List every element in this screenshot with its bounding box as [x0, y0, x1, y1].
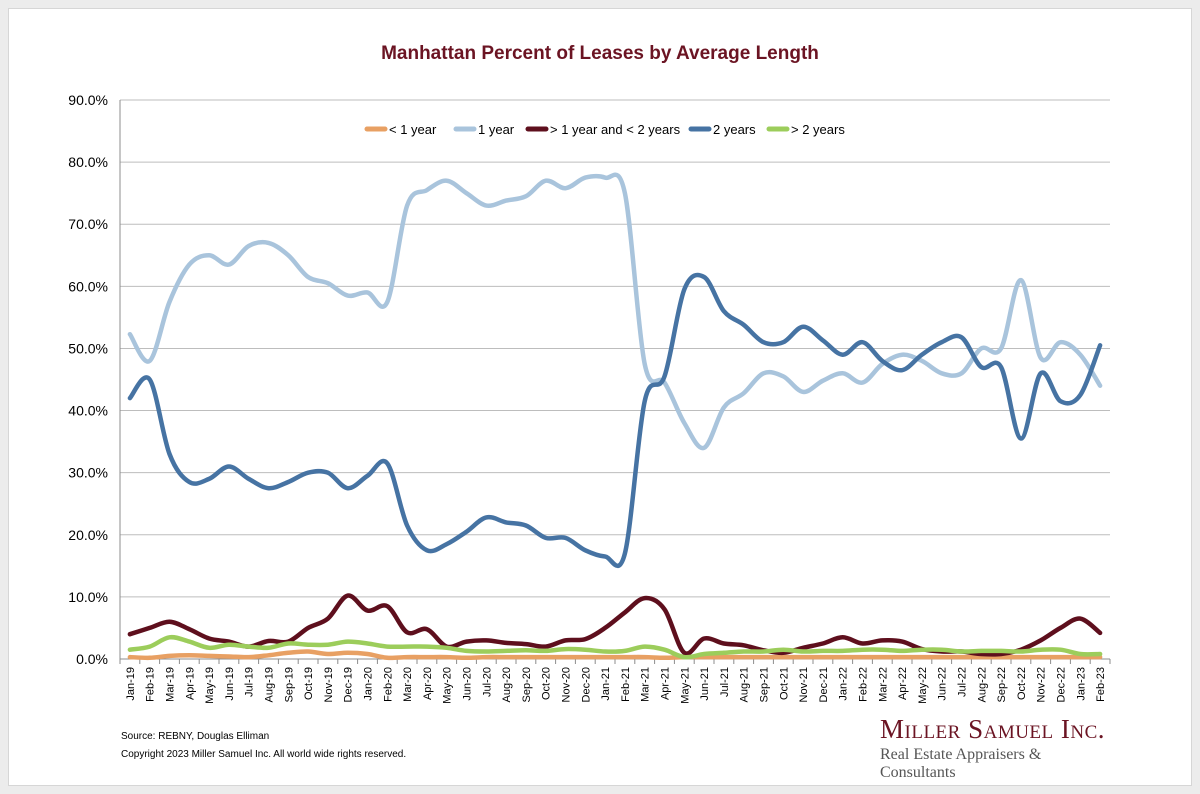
grid-lines [119, 99, 1110, 660]
y-tick-label: 70.0% [68, 216, 108, 232]
x-tick-label: Oct-20 [541, 667, 553, 700]
x-tick-label: Feb-21 [620, 667, 632, 702]
x-tick-label: Sep-21 [759, 667, 771, 702]
copyright-note: Copyright 2023 Miller Samuel Inc. All wo… [121, 749, 407, 760]
y-tick-label: 20.0% [68, 527, 108, 543]
x-tick-label: Nov-20 [561, 667, 573, 702]
x-axis-ticks: Jan-19 Feb-19 Mar-19 Apr-19 May-19 Jun-19 Jul-… [119, 659, 1111, 704]
x-tick-label: Sep-20 [521, 667, 533, 702]
series-line-3 [127, 272, 1103, 569]
x-tick-label: Dec-22 [1056, 667, 1068, 702]
x-tick-label: Mar-20 [402, 667, 414, 702]
x-tick-label: Sep-19 [283, 667, 295, 702]
x-tick-label: Aug-19 [264, 667, 276, 702]
x-tick-label: Aug-21 [739, 667, 751, 702]
x-tick-label: Apr-19 [184, 667, 196, 700]
x-tick-label: Feb-19 [145, 667, 157, 702]
x-tick-label: Jul-21 [719, 667, 731, 697]
legend-label: 1 year [478, 122, 515, 137]
x-tick-label: Mar-22 [877, 667, 889, 702]
company-logo: Miller Samuel Inc. Real Estate Appraiser… [880, 714, 1120, 782]
chart-title: Manhattan Percent of Leases by Average L… [381, 43, 819, 64]
x-tick-label: May-22 [917, 667, 929, 704]
x-tick-label: Jan-21 [600, 667, 612, 701]
y-tick-label: 0.0% [76, 651, 108, 667]
x-tick-label: Mar-21 [640, 667, 652, 702]
legend-label: > 2 years [791, 122, 845, 137]
logo-name: Miller Samuel Inc. [880, 714, 1106, 744]
x-tick-label: Jul-19 [244, 667, 256, 697]
x-tick-label: Jun-20 [462, 667, 474, 701]
legend: < 1 year 1 year > 1 year and < 2 years 2 ye… [364, 122, 845, 137]
x-tick-label: Jan-22 [838, 667, 850, 701]
x-tick-label: Oct-22 [1016, 667, 1028, 700]
x-tick-label: May-20 [442, 667, 454, 704]
x-tick-label: Sep-22 [996, 667, 1008, 702]
y-tick-label: 30.0% [68, 465, 108, 481]
x-tick-label: Jan-20 [363, 667, 375, 701]
y-tick-label: 60.0% [68, 278, 108, 294]
x-tick-label: Jun-22 [937, 667, 949, 701]
legend-label: 2 years [713, 122, 756, 137]
logo-tagline: Real Estate Appraisers & Consultants [880, 746, 1042, 781]
x-tick-label: May-19 [204, 667, 216, 704]
x-tick-label: Nov-21 [798, 667, 810, 702]
y-tick-label: 90.0% [68, 92, 108, 108]
y-tick-label: 50.0% [68, 340, 108, 356]
series-line-0 [127, 649, 1103, 661]
y-tick-label: 10.0% [68, 589, 108, 605]
x-tick-label: Dec-19 [343, 667, 355, 702]
x-tick-label: Jul-20 [481, 667, 493, 697]
y-axis-ticks: 0.0% 10.0% 20.0% 30.0% 40.0% 50.0% 60.0% 70.0% 8… [68, 92, 108, 667]
x-tick-label: Feb-23 [1095, 667, 1107, 702]
x-tick-label: Jul-22 [957, 667, 969, 697]
x-tick-label: Apr-22 [897, 667, 909, 700]
x-tick-label: Aug-20 [501, 667, 513, 702]
x-tick-label: May-21 [679, 667, 691, 704]
x-tick-label: Mar-19 [165, 667, 177, 702]
x-tick-label: Jun-19 [224, 667, 236, 701]
x-tick-label: Nov-19 [323, 667, 335, 702]
legend-label: < 1 year [389, 122, 437, 137]
series-lines [127, 172, 1103, 661]
x-tick-label: Dec-21 [818, 667, 830, 702]
y-tick-label: 40.0% [68, 403, 108, 419]
series-line-1 [127, 172, 1103, 451]
x-tick-label: Apr-20 [422, 667, 434, 700]
x-tick-label: Aug-22 [976, 667, 988, 702]
x-tick-label: Jan-19 [125, 667, 137, 701]
x-tick-label: Nov-22 [1036, 667, 1048, 702]
x-tick-label: Oct-21 [778, 667, 790, 700]
x-tick-label: Feb-20 [382, 667, 394, 702]
legend-label: > 1 year and < 2 years [550, 122, 681, 137]
source-note: Source: REBNY, Douglas Elliman [121, 731, 270, 742]
x-tick-label: Jun-21 [699, 667, 711, 701]
x-tick-label: Feb-22 [858, 667, 870, 702]
x-tick-label: Apr-21 [660, 667, 672, 700]
x-tick-label: Dec-20 [580, 667, 592, 702]
x-tick-label: Jan-23 [1075, 667, 1087, 701]
series-line-4 [127, 634, 1103, 660]
x-tick-label: Oct-19 [303, 667, 315, 700]
y-tick-label: 80.0% [68, 154, 108, 170]
